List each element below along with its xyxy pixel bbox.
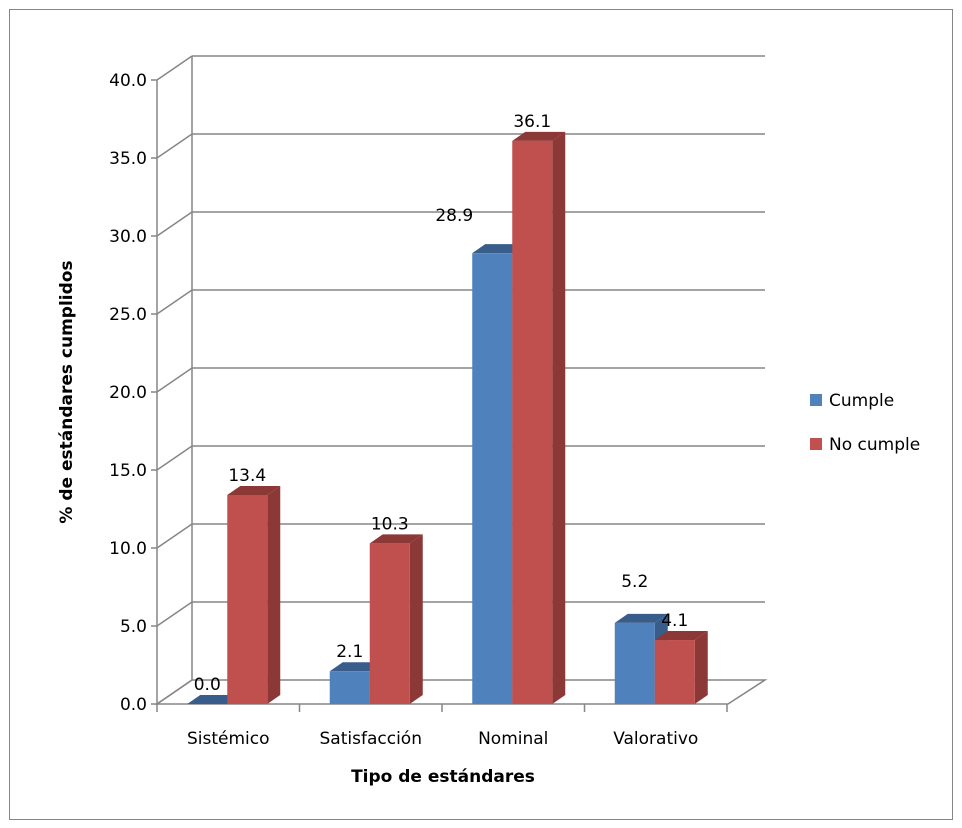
bar-no-cumple [654,631,708,704]
y-tick-label: 35.0 [109,149,147,169]
bar-top [654,631,708,641]
bar-top [369,534,423,544]
data-labels: 0.0 13.4 2.1 10.3 28.9 36.1 5.2 4.1 [194,112,689,695]
gridline-depth [156,445,193,471]
x-axis-title: Tipo de estándares [351,767,535,787]
bar-top [187,695,241,704]
bar-front [227,494,268,704]
data-label: 36.1 [513,112,551,132]
bar-front [512,140,553,705]
x-tick-label: Satisfacción [320,729,422,749]
bar-side [267,485,281,704]
bar-side [694,631,708,704]
bar-top [472,244,526,254]
y-tick-label: 20.0 [109,383,147,403]
y-tick-label: 30.0 [109,227,147,247]
axes: 0.0 5.0 10.0 15.0 20.0 25.0 30.0 35.0 40.0 Sistém… [109,71,728,749]
legend-label: No cumple [829,435,920,455]
data-label: 0.0 [194,675,221,695]
bar-no-cumple [512,131,566,705]
legend-swatch [810,438,822,450]
legend-swatch [810,394,822,406]
data-label: 4.1 [661,611,688,631]
bar-side [409,534,423,704]
data-label: 13.4 [228,466,266,486]
y-tick-label: 15.0 [109,461,147,481]
y-tick-label: 0.0 [120,695,147,715]
data-label: 5.2 [621,572,648,592]
bar-no-cumple [227,485,281,704]
bar-front [329,671,370,704]
y-tick-label: 25.0 [109,305,147,325]
data-label: 28.9 [435,206,473,226]
gridline-depth [156,523,193,549]
gridline-depth [156,289,193,315]
bar-top [512,131,566,141]
bar-no-cumple [369,534,423,704]
bar-top [614,613,668,623]
bar-front [654,640,695,704]
legend: Cumple No cumple [810,391,920,455]
data-label: 10.3 [371,514,409,534]
bar-top [227,485,281,495]
gridline-depth [156,367,193,393]
bar-front [369,543,410,704]
bar-front [614,622,655,704]
x-tick-label: Nominal [478,729,548,749]
gridline-depth [156,133,193,159]
gridline-depth [156,601,193,627]
bar-cumple [187,695,241,704]
y-axis-title: % de estándares cumplidos [57,260,77,523]
data-label: 2.1 [336,642,363,662]
bars [187,131,708,705]
y-tick-label: 40.0 [109,71,147,91]
gridline-depth [156,211,193,237]
x-tick-label: Sistémico [187,729,270,749]
bar-side [552,131,566,705]
legend-label: Cumple [829,391,894,411]
y-tick-label: 10.0 [109,539,147,559]
bar-front [472,253,513,704]
y-tick-label: 5.0 [120,617,147,637]
gridline-depth [156,55,193,81]
bar-top [329,662,383,672]
x-tick-label: Valorativo [613,729,698,749]
